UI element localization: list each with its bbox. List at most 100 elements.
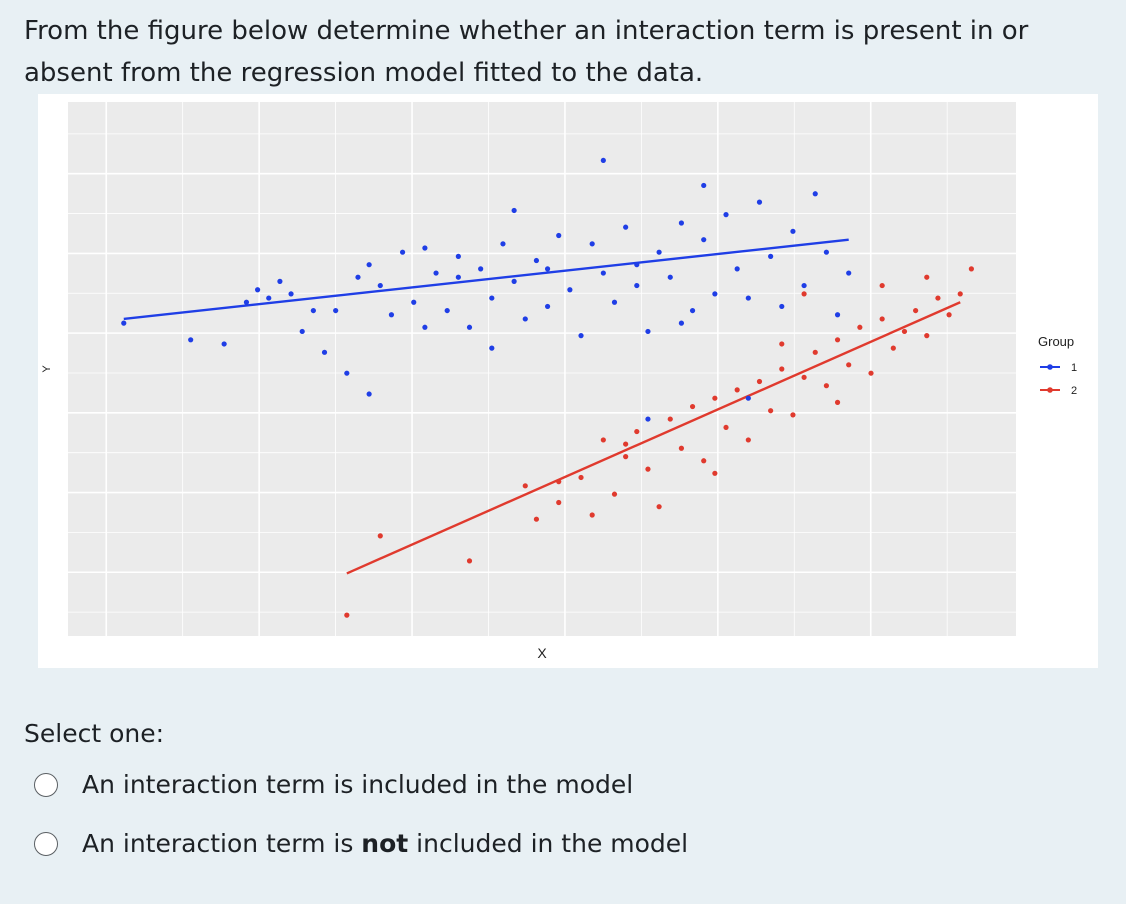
data-point-group-1 <box>801 282 807 289</box>
data-point-group-1 <box>321 349 328 355</box>
select-one-label: Select one: <box>24 719 165 748</box>
data-point-group-2 <box>344 612 350 618</box>
data-point-group-2 <box>790 412 796 418</box>
data-point-group-1 <box>511 278 517 284</box>
data-point-group-1 <box>556 232 562 239</box>
x-axis-label: X <box>537 645 547 661</box>
answer-option-included[interactable]: An interaction term is included in the m… <box>24 765 633 805</box>
data-point-group-2 <box>779 341 785 347</box>
data-point-group-2 <box>890 345 896 351</box>
data-point-group-1 <box>756 199 763 205</box>
data-point-group-1 <box>701 237 707 243</box>
data-point-group-2 <box>901 328 908 335</box>
radio-button[interactable] <box>34 773 58 797</box>
fit-lines <box>123 238 961 575</box>
data-point-group-1 <box>188 337 194 343</box>
data-point-group-2 <box>935 295 941 301</box>
data-point-group-2 <box>779 366 785 372</box>
data-point-group-1 <box>790 228 796 234</box>
answer-text-segment: An interaction term is <box>82 829 362 858</box>
data-point-group-2 <box>578 474 584 481</box>
data-point-group-1 <box>678 220 685 226</box>
data-point-group-2 <box>667 416 673 422</box>
data-point-group-1 <box>422 324 428 330</box>
data-point-group-1 <box>611 299 618 305</box>
data-point-group-2 <box>623 441 629 447</box>
y-axis-label: Y <box>41 365 53 373</box>
data-point-group-1 <box>444 307 450 314</box>
data-point-group-1 <box>533 257 540 264</box>
legend-key-point <box>1047 364 1053 370</box>
data-point-group-1 <box>544 303 551 310</box>
grid-lines <box>68 102 1016 636</box>
answer-option-not-included[interactable]: An interaction term is not included in t… <box>24 824 688 864</box>
data-point-group-1 <box>121 320 127 326</box>
data-point-group-1 <box>745 395 751 401</box>
data-point-group-1 <box>344 370 350 376</box>
data-point-group-2 <box>734 387 740 393</box>
data-point-group-1 <box>846 270 852 276</box>
data-point-group-2 <box>756 378 763 385</box>
data-point-group-1 <box>823 249 830 255</box>
legend-label-group-1: 1 <box>1071 362 1077 374</box>
data-point-group-2 <box>678 445 685 451</box>
data-point-group-1 <box>243 299 250 305</box>
data-point-group-1 <box>221 341 227 347</box>
data-point-group-1 <box>466 324 473 330</box>
data-point-group-2 <box>377 533 383 539</box>
radio-button[interactable] <box>34 832 58 856</box>
question-text: From the figure below determine whether … <box>24 16 1029 88</box>
data-point-group-2 <box>968 266 974 272</box>
data-point-group-2 <box>879 316 885 322</box>
data-point-group-1 <box>433 270 439 276</box>
data-point-group-1 <box>812 191 818 197</box>
data-point-group-1 <box>333 307 339 314</box>
data-point-group-1 <box>455 274 461 280</box>
data-point-group-1 <box>779 303 785 310</box>
data-point-group-1 <box>411 299 417 305</box>
data-point-group-1 <box>834 312 841 318</box>
data-point-group-2 <box>846 362 852 368</box>
data-point-group-1 <box>355 274 361 280</box>
answer-text-emphasis: not <box>361 829 409 858</box>
data-point-group-2 <box>868 370 874 376</box>
data-point-group-2 <box>924 333 930 339</box>
data-point-group-2 <box>957 291 963 297</box>
data-point-group-2 <box>712 395 718 401</box>
legend-label-group-2: 2 <box>1071 385 1077 397</box>
data-point-group-2 <box>857 324 863 330</box>
data-point-group-2 <box>656 504 662 510</box>
legend-key-point <box>1047 387 1053 393</box>
data-point-group-1 <box>288 291 294 297</box>
data-point-group-2 <box>623 454 629 460</box>
data-point-group-1 <box>678 320 685 326</box>
fit-line-group-2 <box>346 301 961 575</box>
data-point-group-2 <box>823 383 830 389</box>
data-point-group-1 <box>645 416 651 422</box>
data-point-group-1 <box>645 328 651 335</box>
figure-panel: X Y Group 1 2 <box>38 94 1098 668</box>
data-point-group-1 <box>277 278 283 284</box>
data-point-group-1 <box>299 328 305 335</box>
data-point-group-2 <box>522 483 528 489</box>
data-point-group-1 <box>701 182 707 189</box>
data-point-group-1 <box>489 345 495 351</box>
data-point-group-2 <box>801 374 807 380</box>
data-point-group-1 <box>656 249 662 255</box>
data-point-group-2 <box>645 466 651 472</box>
data-point-group-1 <box>768 253 774 259</box>
legend: Group 1 2 <box>1038 334 1077 397</box>
answer-text-segment: An interaction term is included in the m… <box>82 770 634 799</box>
data-point-group-2 <box>556 479 562 485</box>
data-point-group-1 <box>745 295 751 301</box>
data-point-group-2 <box>745 437 751 443</box>
data-point-group-1 <box>544 266 551 272</box>
data-point-group-1 <box>399 249 406 255</box>
data-point-group-2 <box>834 399 841 405</box>
data-point-group-1 <box>266 295 272 301</box>
data-point-group-1 <box>667 274 673 280</box>
data-point-group-1 <box>712 291 718 297</box>
data-point-group-2 <box>600 437 606 443</box>
data-point-group-2 <box>924 274 930 280</box>
data-point-group-1 <box>422 245 428 251</box>
